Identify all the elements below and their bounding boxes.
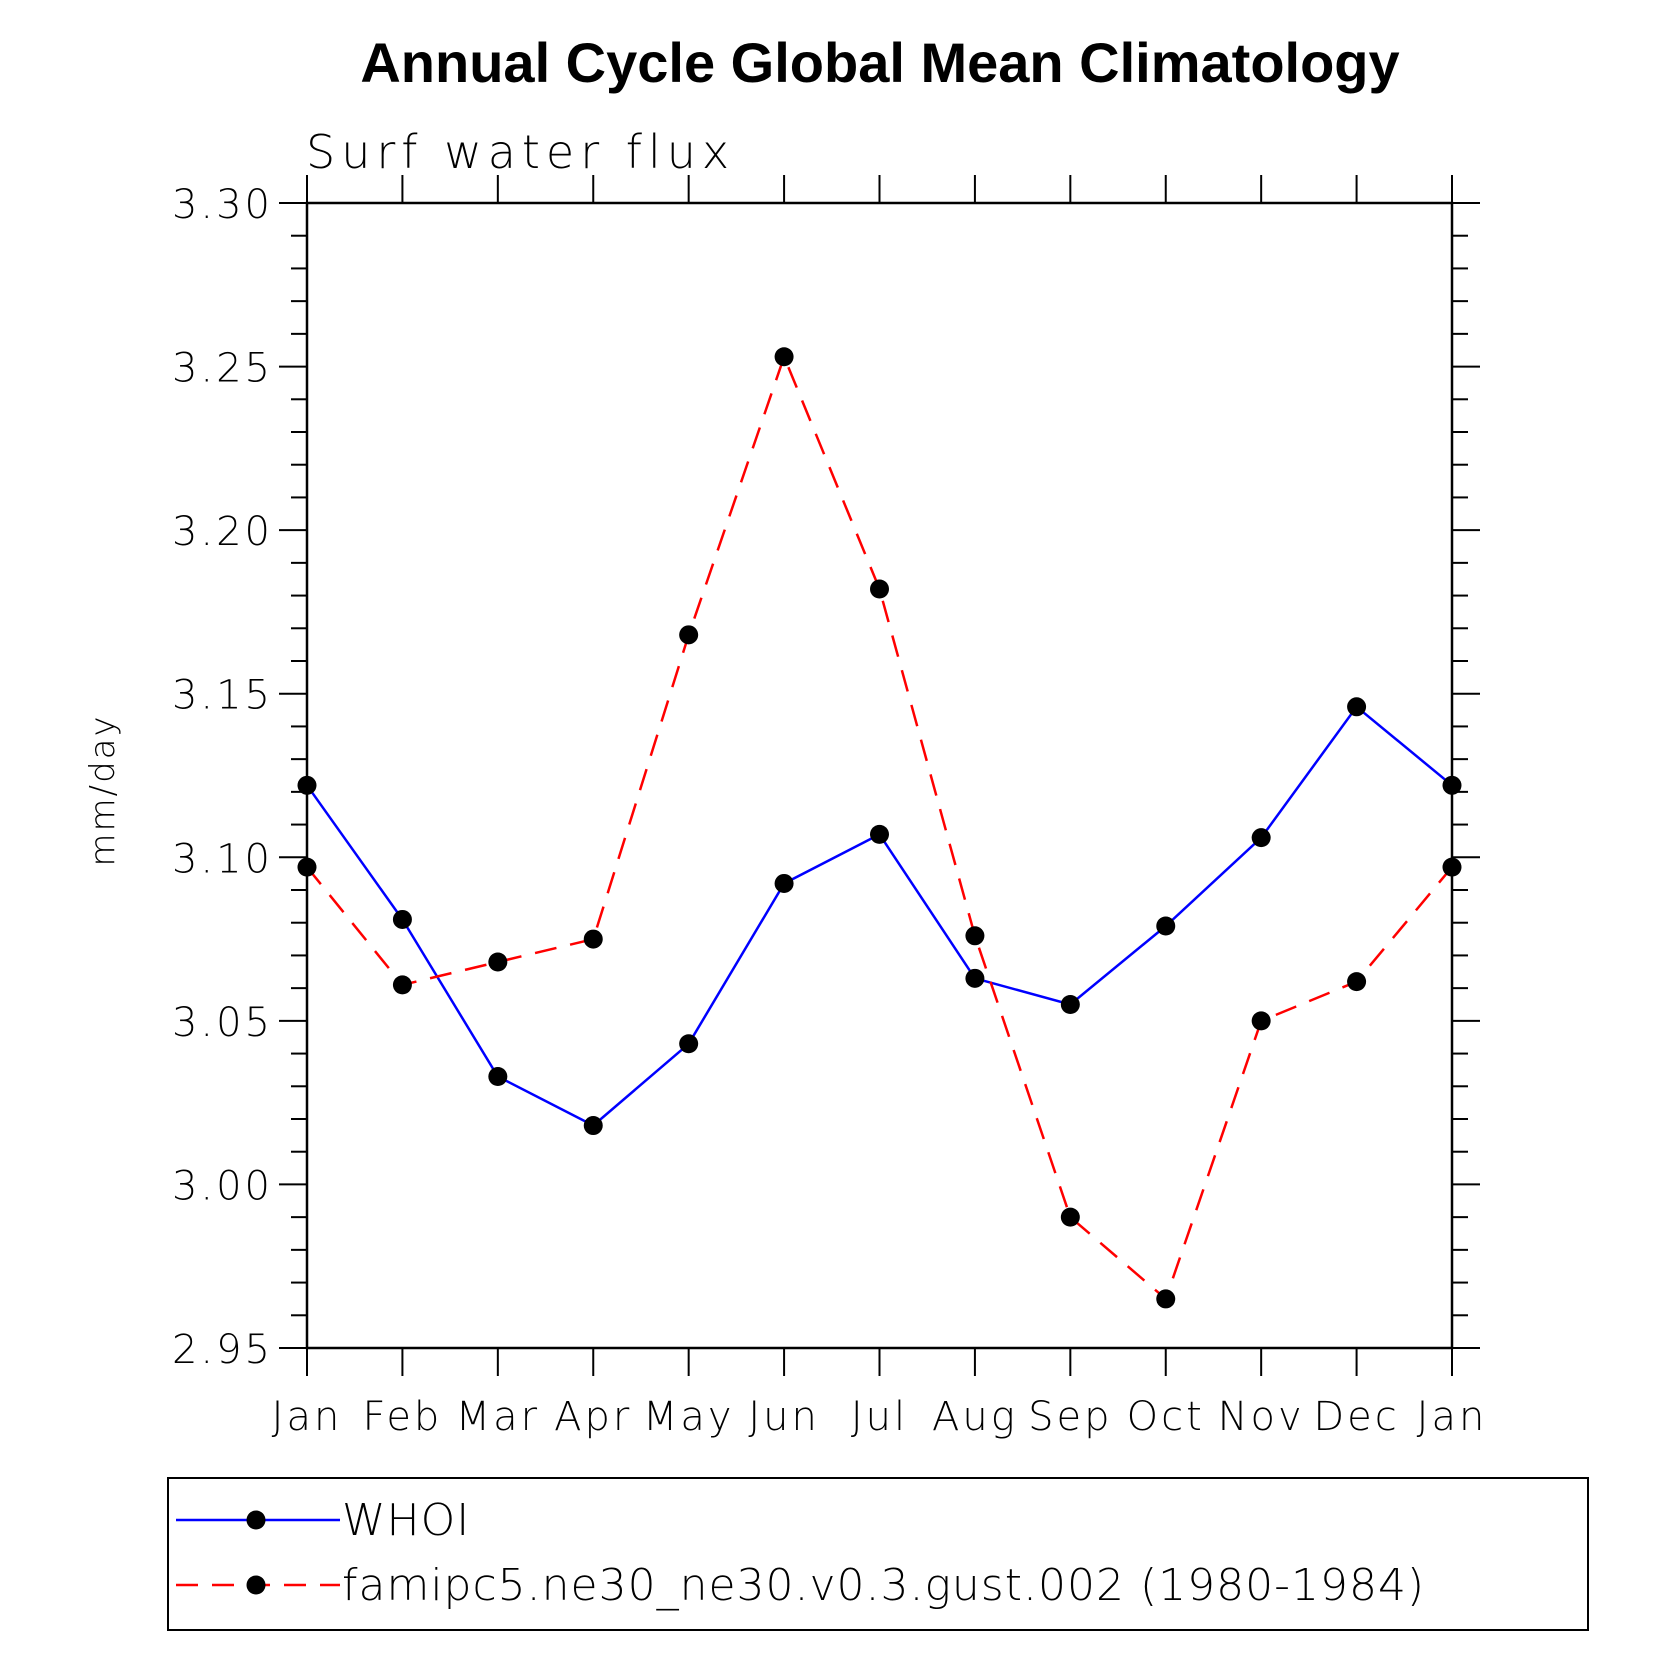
data-point	[488, 1066, 508, 1086]
x-tick-label: Jan	[1417, 1394, 1488, 1440]
x-tick-label: Jul	[851, 1394, 908, 1440]
data-point	[774, 347, 794, 367]
chart-title: Annual Cycle Global Mean Climatology	[360, 31, 1399, 94]
data-point	[679, 1034, 699, 1054]
data-point	[488, 952, 508, 972]
data-point	[392, 909, 412, 929]
y-tick-label: 3.05	[172, 1000, 273, 1046]
data-point	[297, 775, 317, 795]
data-point	[583, 929, 603, 949]
y-tick-label: 3.20	[172, 509, 273, 555]
x-tick-label: Dec	[1313, 1394, 1399, 1440]
data-point	[583, 1116, 603, 1136]
data-point	[1442, 857, 1462, 877]
axes-group	[279, 175, 1480, 1376]
legend-marker-1	[246, 1510, 266, 1530]
data-point	[870, 579, 889, 599]
data-point	[1442, 775, 1462, 795]
x-tick-label: Mar	[456, 1394, 540, 1440]
y-tick-label: 3.30	[172, 182, 273, 228]
x-tick-label: Jun	[748, 1394, 820, 1440]
x-tick-label: Oct	[1127, 1394, 1205, 1440]
data-point	[1156, 1289, 1176, 1309]
legend-label-2: famipc5.ne30_ne30.v0.3.gust.002 (1980-19…	[342, 1560, 1425, 1611]
x-tick-label: Sep	[1028, 1394, 1112, 1440]
y-axis-label: mm/day	[83, 714, 123, 866]
data-point	[1060, 1207, 1080, 1227]
legend: WHOI famipc5.ne30_ne30.v0.3.gust.002 (198…	[167, 1477, 1589, 1631]
data-point	[297, 857, 317, 877]
data-point	[965, 926, 985, 946]
series-line-1	[305, 704, 1453, 1127]
x-tick-label: Aug	[932, 1394, 1018, 1440]
x-tick-labels: Jan Feb Mar Apr May Jun Jul Aug Sep Oct Nov Dec Jan	[272, 1394, 1488, 1440]
data-point	[774, 873, 794, 893]
x-tick-label: Nov	[1218, 1394, 1305, 1440]
x-tick-label: Jan	[272, 1394, 343, 1440]
data-point	[392, 975, 412, 995]
legend-entries: WHOI famipc5.ne30_ne30.v0.3.gust.002 (198…	[176, 1495, 1425, 1611]
data-point	[1060, 995, 1080, 1014]
legend-label-1: WHOI	[342, 1495, 470, 1546]
y-tick-label: 3.00	[172, 1163, 273, 1209]
data-point	[1347, 697, 1367, 717]
data-point	[1251, 828, 1271, 848]
x-tick-label: May	[643, 1394, 735, 1440]
data-point	[1251, 1011, 1271, 1031]
y-tick-label: 3.25	[172, 346, 273, 392]
x-tick-label: Apr	[554, 1394, 632, 1440]
legend-marker-2	[246, 1575, 266, 1595]
y-tick-label: 3.15	[172, 673, 273, 719]
plot-frame	[305, 201, 1454, 1350]
chart-subtitle: Surf water flux	[306, 125, 735, 179]
x-tick-label: Feb	[363, 1394, 443, 1440]
data-point	[679, 625, 699, 645]
y-tick-label: 3.10	[172, 836, 273, 882]
data-point	[1156, 916, 1176, 936]
data-point	[870, 824, 889, 844]
data-point	[965, 968, 985, 988]
y-tick-labels: 3.30 3.25 3.20 3.15 3.10 3.05 3.00 2.95	[172, 182, 273, 1373]
y-tick-label: 2.95	[172, 1327, 273, 1373]
series-points	[297, 347, 1462, 1309]
data-point	[1347, 972, 1367, 992]
legend-box	[167, 1477, 1589, 1631]
